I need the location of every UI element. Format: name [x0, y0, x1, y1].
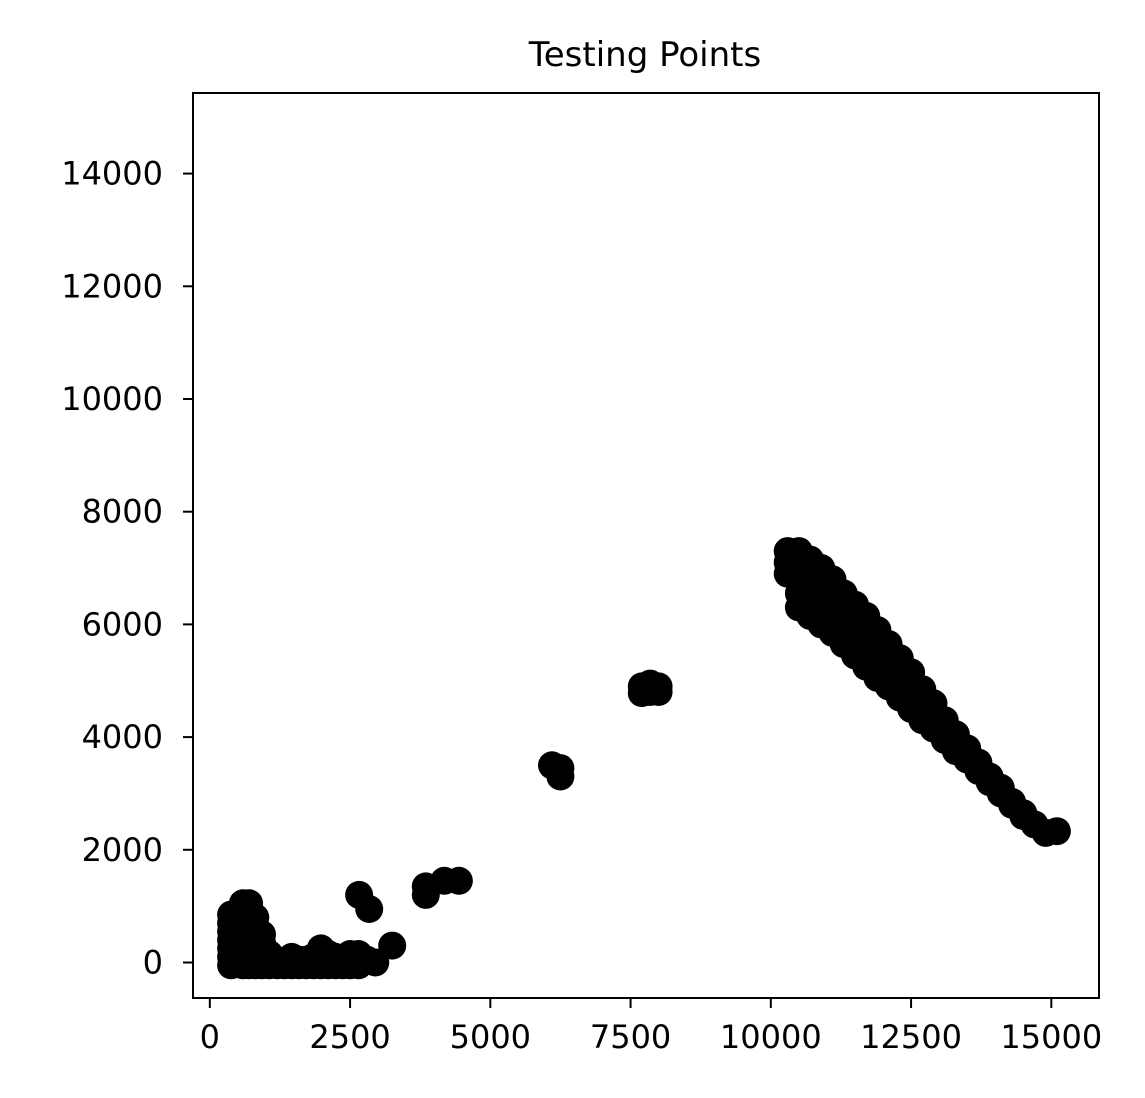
y-tick-label: 14000 [61, 155, 163, 193]
x-tick-label: 7500 [590, 1018, 671, 1056]
data-point [361, 948, 390, 977]
x-axis-ticks: 0 2500 5000 7500 10000 12500 15000 [200, 998, 1102, 1056]
data-point [355, 895, 384, 923]
data-points [217, 537, 1071, 980]
plot-frame [192, 92, 1100, 999]
y-tick-label: 10000 [61, 380, 163, 418]
data-point [1042, 817, 1071, 846]
x-tick-label: 5000 [450, 1018, 531, 1056]
chart-title: Testing Points [528, 35, 761, 75]
y-tick-label: 4000 [82, 718, 163, 756]
data-point [444, 866, 473, 895]
data-point [378, 931, 407, 960]
data-point [644, 678, 673, 706]
x-tick-label: 12500 [860, 1018, 962, 1056]
y-tick-label: 2000 [82, 831, 163, 869]
x-tick-label: 2500 [309, 1018, 390, 1056]
x-tick-label: 0 [200, 1018, 220, 1056]
y-tick-label: 6000 [82, 605, 163, 643]
data-point [546, 762, 575, 791]
x-tick-label: 10000 [720, 1018, 822, 1056]
y-tick-label: 8000 [82, 493, 163, 531]
y-tick-label: 0 [143, 943, 163, 981]
y-axis-ticks: 0 2000 4000 6000 8000 10000 12000 14000 [61, 155, 193, 981]
y-tick-label: 12000 [61, 267, 163, 305]
x-tick-label: 15000 [1000, 1018, 1102, 1056]
